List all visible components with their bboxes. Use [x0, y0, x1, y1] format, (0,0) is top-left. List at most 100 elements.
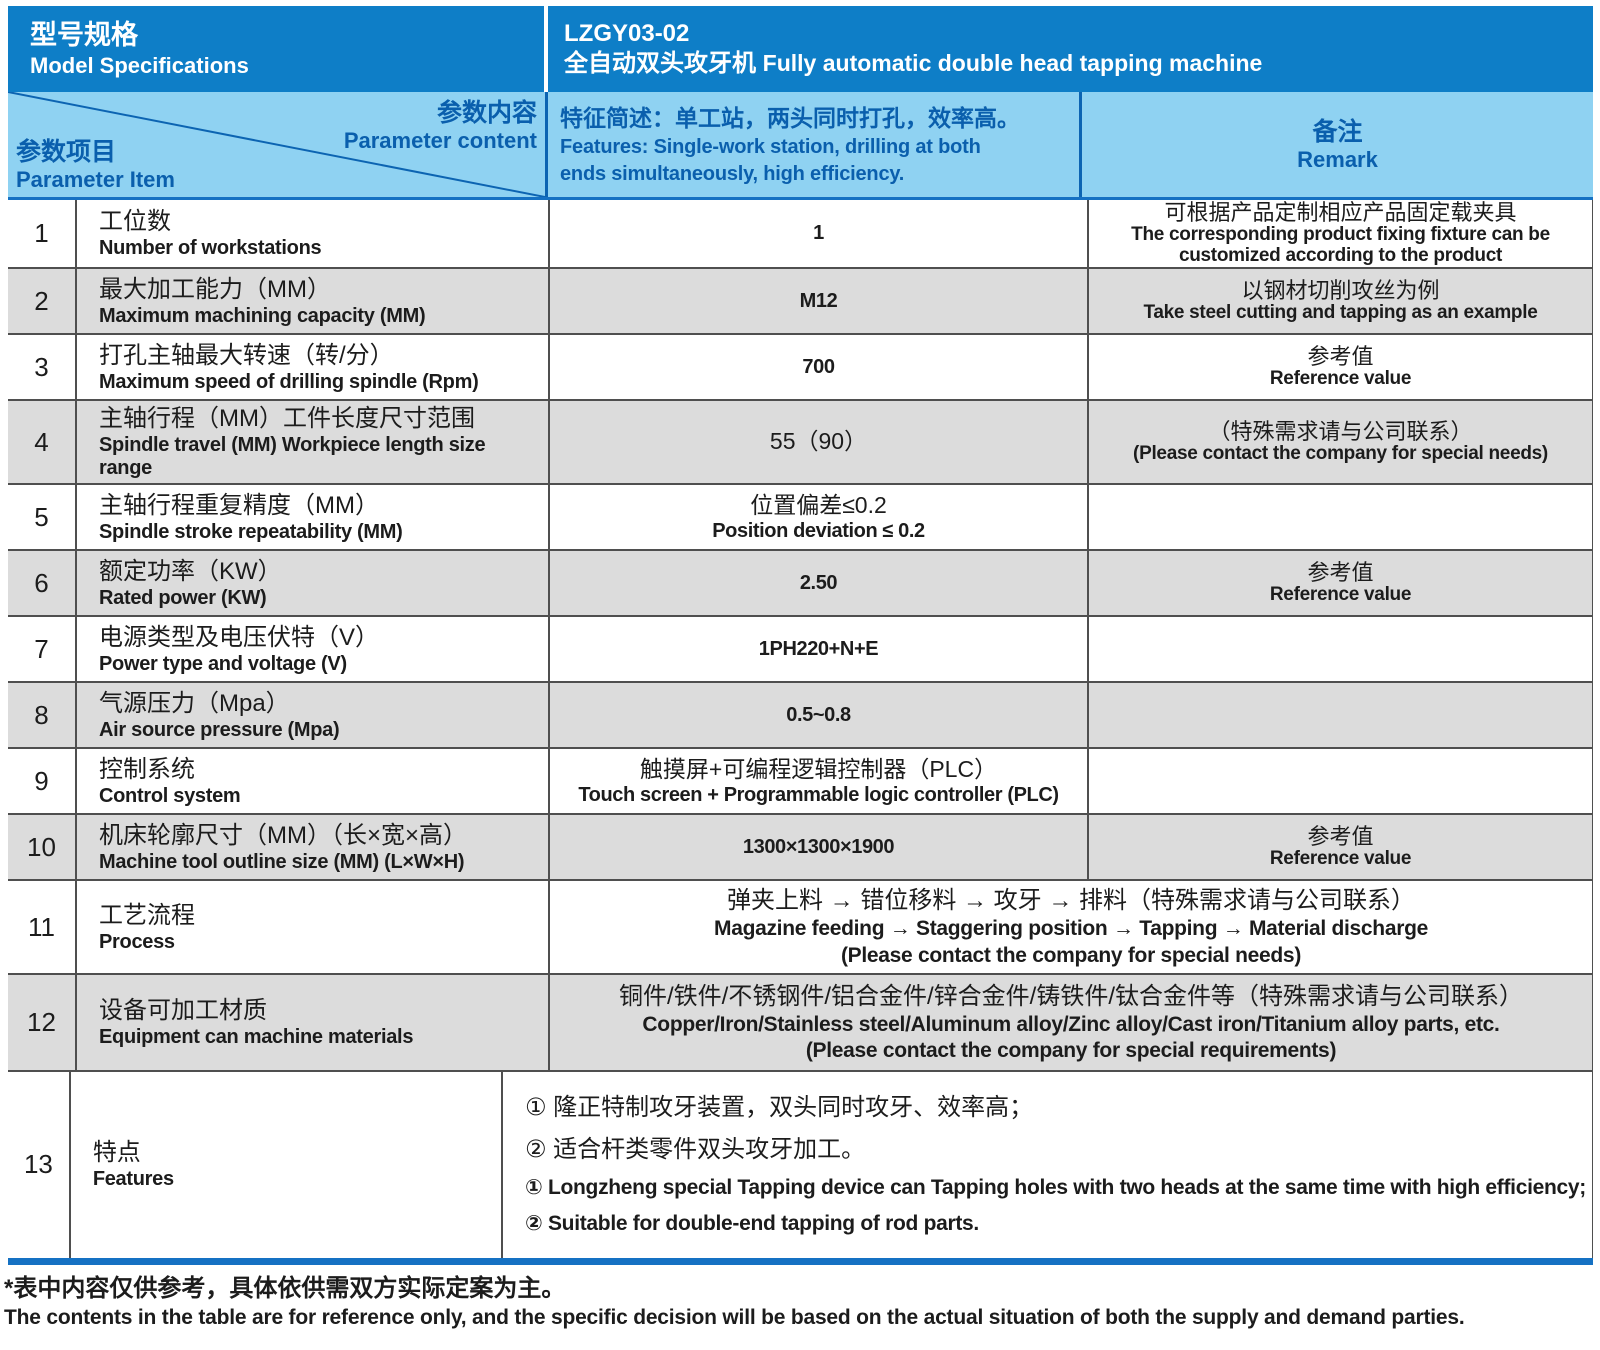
table-row: 10 机床轮廓尺寸（MM）（长×宽×高） Machine tool outlin…	[8, 815, 1593, 882]
footnote-en: The contents in the table are for refere…	[4, 1305, 1465, 1329]
row-number-cell: 5	[8, 485, 77, 550]
merged-line: Magazine feeding → Staggering position →…	[714, 917, 1428, 941]
param-item-en-text: Control system	[99, 784, 241, 807]
param-item-en-text: Maximum machining capacity (MM)	[99, 304, 426, 327]
param-item-cell: 工位数 Number of workstations	[77, 200, 550, 268]
table-row: 7 电源类型及电压伏特（V） Power type and voltage (V…	[8, 617, 1593, 684]
param-item-cell: 气源压力（Mpa） Air source pressure (Mpa)	[77, 683, 550, 748]
param-item-zh-text: 设备可加工材质	[99, 996, 267, 1024]
table-row: 5 主轴行程重复精度（MM） Spindle stroke repeatabil…	[8, 485, 1593, 552]
param-item-cell: 最大加工能力（MM） Maximum machining capacity (M…	[77, 269, 550, 334]
param-item-zh: 参数项目	[16, 137, 117, 166]
param-item-zh-text: 控制系统	[99, 755, 195, 783]
table-row: 9 控制系统 Control system 触摸屏+可编程逻辑控制器（PLC） T…	[8, 749, 1593, 816]
features-summary-zh: 特征简述：单工站，两头同时打孔，效率高。	[560, 104, 1020, 131]
param-item-en-text: Power type and voltage (V)	[99, 652, 347, 675]
remark-cell	[1089, 749, 1593, 814]
remark-cell: （特殊需求请与公司联系） (Please contact the company …	[1089, 401, 1593, 484]
param-item-zh-text: 最大加工能力（MM）	[99, 275, 331, 303]
param-item-zh-text: 机床轮廓尺寸（MM）（长×宽×高）	[99, 821, 468, 849]
value-cell: 1PH220+N+E	[550, 617, 1089, 682]
value-cell: M12	[550, 269, 1089, 334]
diagonal-divider-line	[8, 92, 545, 197]
param-item-cell: 特点 Features	[71, 1071, 503, 1258]
table-row: 8 气源压力（Mpa） Air source pressure (Mpa) 0.…	[8, 683, 1593, 750]
remark-cell: 参考值 Reference value	[1089, 815, 1593, 880]
merged-line: ② Suitable for double-end tapping of rod…	[524, 1212, 979, 1236]
row-number-cell: 13	[8, 1071, 71, 1258]
param-item-cell: 主轴行程重复精度（MM） Spindle stroke repeatabilit…	[77, 485, 550, 550]
remark-line: (Please contact the company for special …	[1133, 443, 1548, 465]
remark-cell: 参考值 Reference value	[1089, 551, 1593, 616]
table-row: 12 设备可加工材质 Equipment can machine materia…	[8, 974, 1593, 1072]
param-item-cell: 额定功率（KW） Rated power (KW)	[77, 551, 550, 616]
row-number-cell: 11	[8, 881, 77, 973]
model-name-en: Fully automatic double head tapping mach…	[762, 50, 1263, 76]
param-item-zh-text: 工艺流程	[99, 901, 195, 929]
footnote-zh: *表中内容仅供参考，具体依供需双方实际定案为主。	[4, 1274, 566, 1302]
param-item-en-text: Features	[92, 1168, 174, 1191]
value-line: 1300×1300×1900	[742, 835, 895, 858]
param-item-en-text: Air source pressure (Mpa)	[99, 718, 340, 741]
param-item-en-text: Rated power (KW)	[99, 586, 267, 609]
param-item-cell: 机床轮廓尺寸（MM）（长×宽×高） Machine tool outline s…	[77, 815, 550, 880]
row-number-cell: 4	[8, 401, 77, 484]
value-line: 0.5~0.8	[786, 703, 851, 726]
remark-line: （特殊需求请与公司联系）	[1208, 418, 1473, 444]
value-line: 55（90）	[769, 428, 868, 455]
row-number-cell: 3	[8, 335, 77, 400]
remark-cell: 参考值 Reference value	[1089, 335, 1593, 400]
remark-line: The corresponding product fixing fixture…	[1131, 224, 1550, 246]
value-cell: 位置偏差≤0.2 Position deviation ≤ 0.2	[550, 485, 1089, 550]
param-item-cell: 打孔主轴最大转速（转/分） Maximum speed of drilling …	[77, 335, 550, 400]
param-content-en: Parameter content	[343, 128, 537, 153]
param-item-cell: 工艺流程 Process	[77, 881, 550, 973]
value-line: Touch screen + Programmable logic contro…	[578, 783, 1059, 806]
param-item-cell: 主轴行程（MM）工件长度尺寸范围 Spindle travel (MM) Wor…	[77, 401, 550, 484]
param-item-en-text: Equipment can machine materials	[99, 1025, 414, 1048]
row-number-cell: 1	[8, 200, 77, 268]
value-cell: 1	[550, 200, 1089, 268]
table-bottom-bar	[8, 1257, 1593, 1265]
merged-line: ① 隆正特制攻牙装置，双头同时攻牙、效率高；	[524, 1094, 1034, 1122]
param-item-cell: 控制系统 Control system	[77, 749, 550, 814]
model-spec-header-cell: 型号规格 Model Specifications	[8, 6, 548, 92]
param-item-zh-text: 主轴行程重复精度（MM）	[99, 491, 379, 519]
diagonal-header-cell: 参数内容 Parameter content 参数项目 Parameter It…	[8, 92, 548, 197]
remark-cell: 以钢材切削攻丝为例 Take steel cutting and tapping …	[1089, 269, 1593, 334]
remark-line: 以钢材切削攻丝为例	[1241, 277, 1440, 303]
value-line: M12	[799, 289, 838, 312]
table-header-column-row: 参数内容 Parameter content 参数项目 Parameter It…	[8, 92, 1593, 200]
merged-line: ① Longzheng special Tapping device can T…	[524, 1175, 1586, 1199]
model-name-header-cell: LZGY03-02 全自动双头攻牙机 Fully automatic doubl…	[548, 6, 1593, 92]
param-item-en-text: Spindle travel (MM) Workpiece length siz…	[99, 434, 486, 480]
param-item-en-text: Process	[99, 930, 175, 953]
remark-header-cell: 备注 Remark	[1082, 92, 1593, 197]
param-item-en-text: Spindle stroke repeatability (MM)	[99, 520, 403, 543]
param-item-zh-text: 电源类型及电压伏特（V）	[99, 623, 380, 651]
model-spec-label-en: Model Specifications	[30, 52, 249, 78]
remark-line: 参考值	[1307, 823, 1374, 849]
param-item-zh-text: 主轴行程（MM）工件长度尺寸范围	[99, 405, 475, 433]
row-number-cell: 9	[8, 749, 77, 814]
remark-cell	[1089, 683, 1593, 748]
remark-header-zh: 备注	[1312, 117, 1363, 146]
value-line: 触摸屏+可编程逻辑控制器（PLC）	[639, 755, 998, 782]
merged-line: (Please contact the company for special …	[805, 1039, 1337, 1062]
value-line: 1PH220+N+E	[758, 637, 879, 660]
param-item-zh-text: 工位数	[99, 208, 171, 236]
table-header-title-row: 型号规格 Model Specifications LZGY03-02 全自动双…	[8, 6, 1593, 92]
table-row: 6 额定功率（KW） Rated power (KW) 2.50 参考值 Refer…	[8, 551, 1593, 618]
param-item-zh-text: 气源压力（Mpa）	[99, 689, 290, 717]
remark-line: Take steel cutting and tapping as an exa…	[1143, 302, 1538, 324]
table-body: 1 工位数 Number of workstations 1 可根据产品定制相应产…	[8, 200, 1593, 1258]
model-name-zh: 全自动双头攻牙机	[564, 50, 756, 77]
model-code: LZGY03-02	[564, 20, 690, 47]
value-cell: 1300×1300×1900	[550, 815, 1089, 880]
param-item-cell: 电源类型及电压伏特（V） Power type and voltage (V)	[77, 617, 550, 682]
table-row: 4 主轴行程（MM）工件长度尺寸范围 Spindle travel (MM) W…	[8, 401, 1593, 486]
value-cell: 700	[550, 335, 1089, 400]
row-number-cell: 12	[8, 974, 77, 1070]
row-number-cell: 8	[8, 683, 77, 748]
remark-cell	[1089, 485, 1593, 550]
